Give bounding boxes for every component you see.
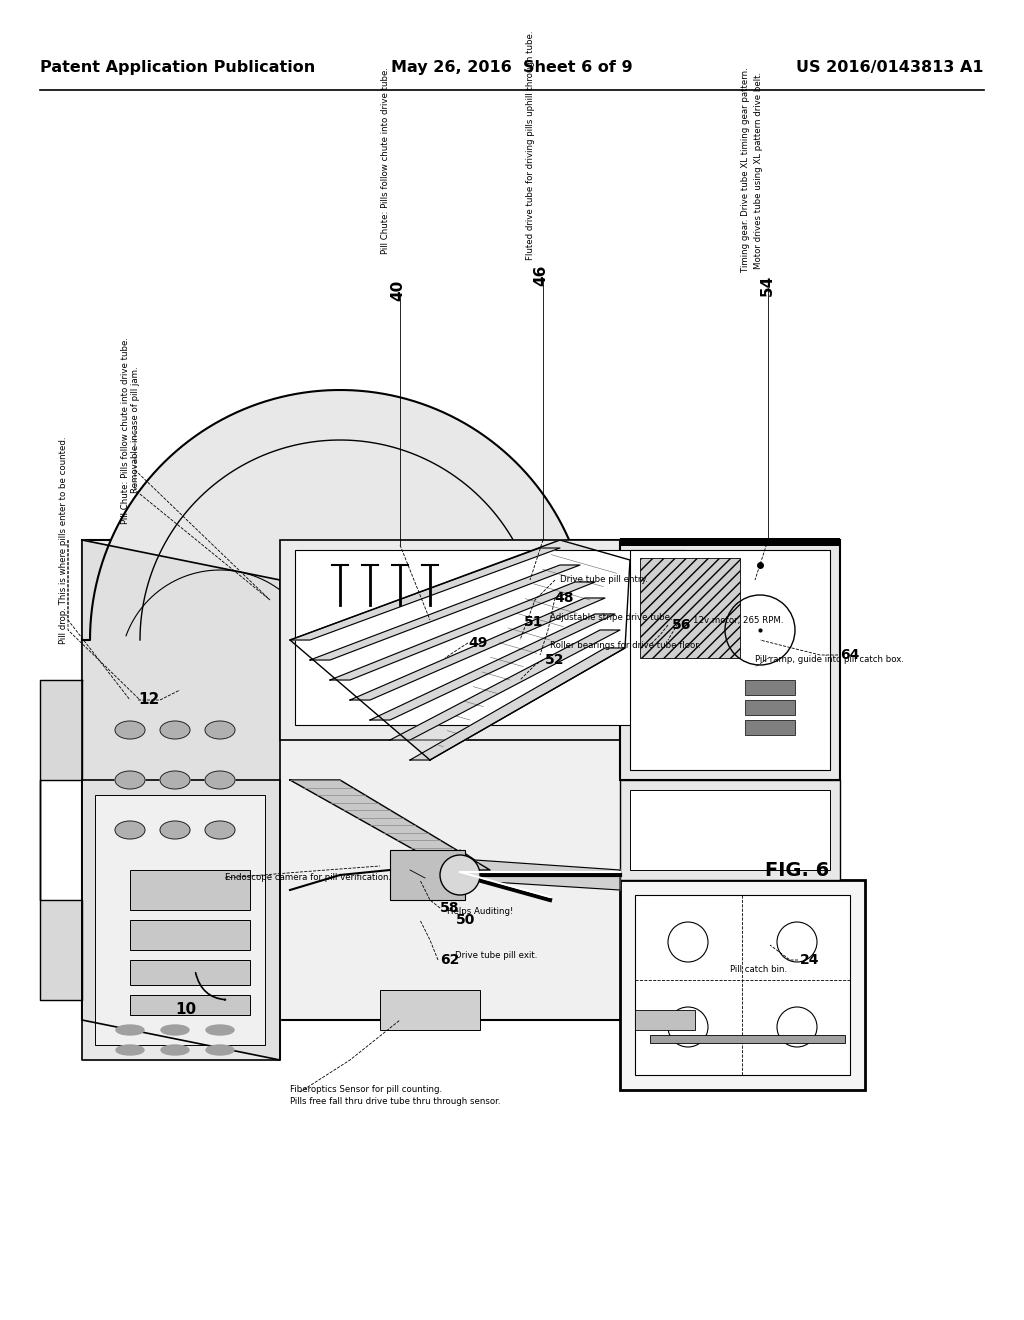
Bar <box>635 1010 695 1030</box>
Text: 56: 56 <box>672 618 691 632</box>
Bar <box>630 789 830 870</box>
Ellipse shape <box>116 1045 144 1055</box>
Polygon shape <box>350 598 605 700</box>
Polygon shape <box>290 780 490 870</box>
Bar <box>130 920 250 950</box>
Ellipse shape <box>160 721 190 739</box>
Bar <box>280 540 700 741</box>
Polygon shape <box>82 540 280 1060</box>
Polygon shape <box>82 389 598 640</box>
Polygon shape <box>290 540 630 760</box>
Polygon shape <box>450 850 620 890</box>
Text: 24: 24 <box>800 953 819 968</box>
Bar <box>650 1035 845 1043</box>
Bar <box>390 850 465 900</box>
Text: 50: 50 <box>456 913 475 927</box>
Bar <box>630 550 830 770</box>
Text: Pill drop. This is where pills enter to be counted.: Pill drop. This is where pills enter to … <box>59 436 68 644</box>
Text: 64: 64 <box>840 648 859 663</box>
Ellipse shape <box>161 1026 189 1035</box>
Text: 10: 10 <box>175 1002 197 1018</box>
Text: 12: 12 <box>138 693 160 708</box>
Text: Endoscope camera for pill verification.: Endoscope camera for pill verification. <box>225 874 391 883</box>
Ellipse shape <box>115 821 145 840</box>
Text: Pill catch bin.: Pill catch bin. <box>730 965 787 974</box>
Polygon shape <box>310 565 580 660</box>
Ellipse shape <box>115 771 145 789</box>
Text: US 2016/0143813 A1: US 2016/0143813 A1 <box>797 59 984 75</box>
Bar <box>620 880 865 1090</box>
Bar <box>620 780 840 880</box>
Text: Pill Chute: Pills follow chute into drive tube.: Pill Chute: Pills follow chute into driv… <box>121 337 130 524</box>
Ellipse shape <box>205 721 234 739</box>
Text: Fiberoptics Sensor for pill counting.: Fiberoptics Sensor for pill counting. <box>290 1085 442 1094</box>
Text: Fluted drive tube for driving pills uphill through tube.: Fluted drive tube for driving pills uphi… <box>526 30 535 260</box>
Ellipse shape <box>205 821 234 840</box>
Bar <box>380 990 480 1030</box>
Text: Motor drives tube using XL pattern drive belt.: Motor drives tube using XL pattern drive… <box>754 71 763 268</box>
Text: Timing gear. Drive tube XL timing gear pattern.: Timing gear. Drive tube XL timing gear p… <box>741 67 750 272</box>
Ellipse shape <box>160 821 190 840</box>
Ellipse shape <box>160 771 190 789</box>
Text: Adjustable stripe drive tube.: Adjustable stripe drive tube. <box>550 612 673 622</box>
FancyBboxPatch shape <box>82 540 682 1020</box>
Bar <box>745 700 795 715</box>
Text: Pill ramp, guide into pill catch box.: Pill ramp, guide into pill catch box. <box>755 656 904 664</box>
Text: Roller bearings for drive tube floor.: Roller bearings for drive tube floor. <box>550 640 700 649</box>
Bar <box>130 870 250 909</box>
Text: Pills free fall thru drive tube thru through sensor.: Pills free fall thru drive tube thru thr… <box>290 1097 501 1106</box>
Polygon shape <box>410 648 625 760</box>
Bar <box>95 795 265 1045</box>
Bar <box>130 995 250 1015</box>
Polygon shape <box>370 614 615 719</box>
Text: 48: 48 <box>554 591 573 605</box>
Text: 52: 52 <box>545 653 564 667</box>
Bar <box>745 719 795 735</box>
Polygon shape <box>40 680 82 1001</box>
Circle shape <box>440 855 480 895</box>
Ellipse shape <box>115 721 145 739</box>
Ellipse shape <box>206 1045 234 1055</box>
Bar <box>130 960 250 985</box>
Text: Drive tube pill exit.: Drive tube pill exit. <box>455 950 538 960</box>
FancyArrowPatch shape <box>196 973 225 1001</box>
Text: FIG. 6: FIG. 6 <box>765 861 829 879</box>
Ellipse shape <box>116 1026 144 1035</box>
Text: Pill Chute: Pills follow chute into drive tube.: Pill Chute: Pills follow chute into driv… <box>381 66 390 253</box>
Text: May 26, 2016  Sheet 6 of 9: May 26, 2016 Sheet 6 of 9 <box>391 59 633 75</box>
Text: 51: 51 <box>524 615 544 630</box>
Bar <box>620 539 840 546</box>
Polygon shape <box>330 582 595 680</box>
Polygon shape <box>290 548 560 640</box>
Bar <box>640 558 740 657</box>
Polygon shape <box>390 630 620 741</box>
Text: Helps Auditing!: Helps Auditing! <box>447 908 513 916</box>
Ellipse shape <box>205 771 234 789</box>
Text: Drive tube pill entry.: Drive tube pill entry. <box>560 576 648 585</box>
Bar <box>635 895 850 1074</box>
Ellipse shape <box>206 1026 234 1035</box>
Text: 58: 58 <box>440 902 460 915</box>
Text: 49: 49 <box>468 636 487 649</box>
Text: Removable incase of pill jam.: Removable incase of pill jam. <box>131 367 140 494</box>
Text: 54: 54 <box>760 275 775 296</box>
Text: 62: 62 <box>440 953 460 968</box>
Text: 12v motor, 265 RPM.: 12v motor, 265 RPM. <box>693 615 783 624</box>
Bar <box>295 550 685 725</box>
Text: Patent Application Publication: Patent Application Publication <box>40 59 315 75</box>
Text: 46: 46 <box>534 264 548 285</box>
Bar <box>745 680 795 696</box>
Polygon shape <box>82 780 280 1060</box>
Text: 40: 40 <box>390 280 406 301</box>
Ellipse shape <box>161 1045 189 1055</box>
Bar <box>620 540 840 780</box>
